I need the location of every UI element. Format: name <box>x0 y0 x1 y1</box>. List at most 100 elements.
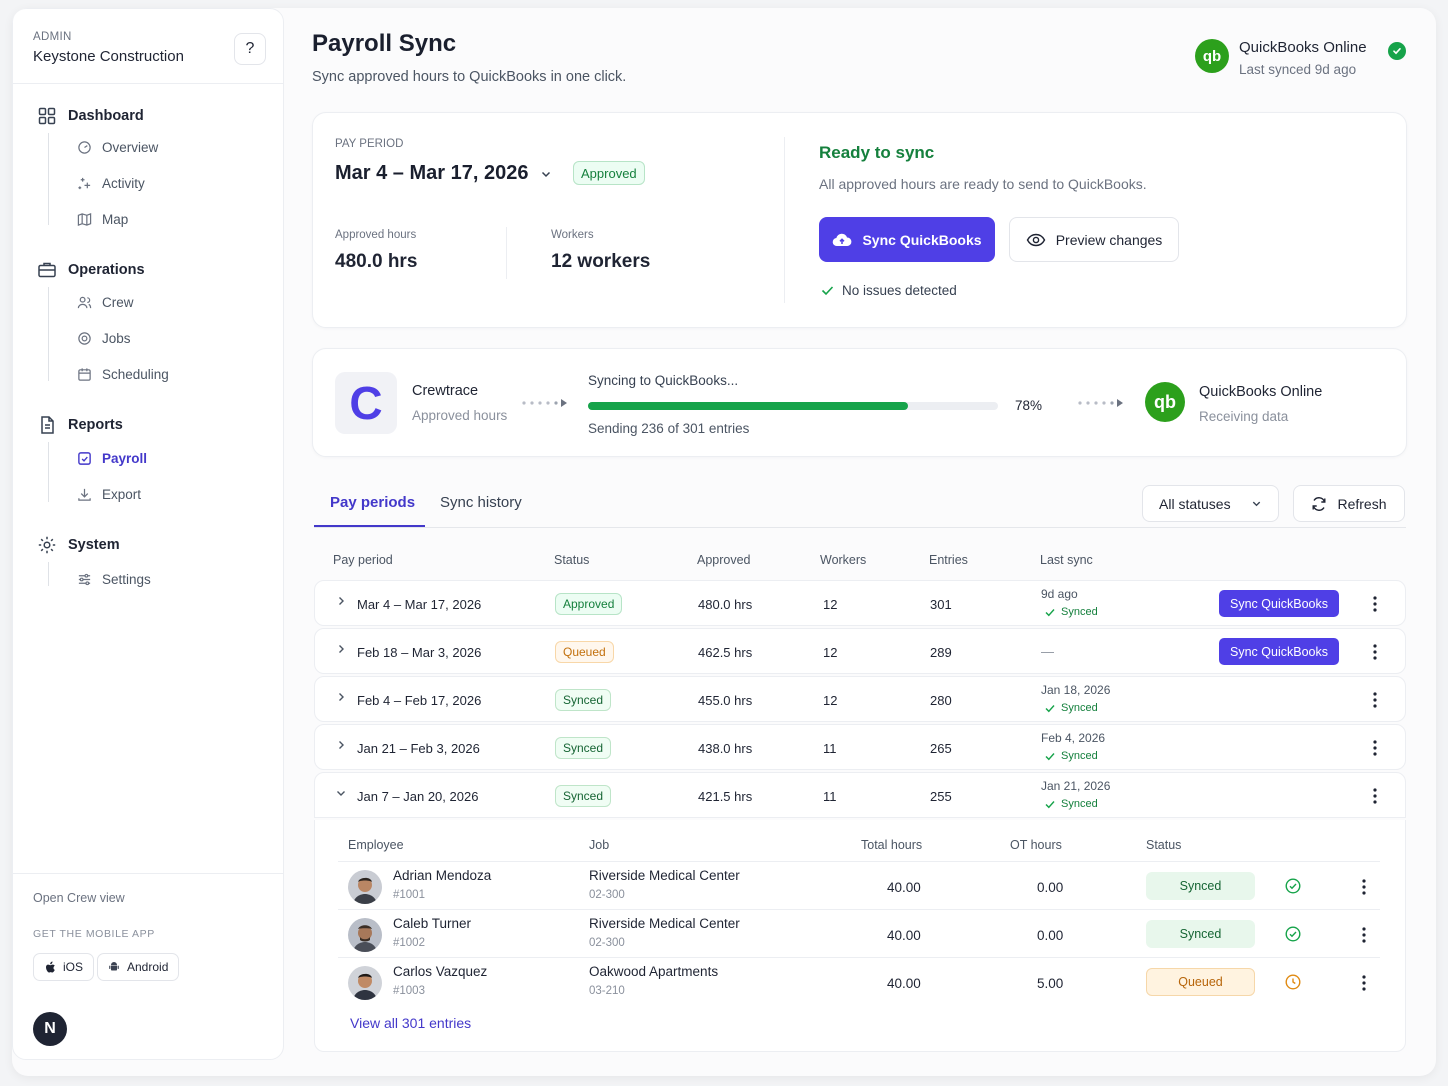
ios-app-button[interactable]: iOS <box>33 953 95 981</box>
org-switcher[interactable]: ADMIN Keystone Construction <box>33 31 184 65</box>
chevron-right-icon[interactable] <box>335 595 347 607</box>
table-row[interactable]: Feb 18 – Mar 3, 2026 Queued 462.5 hrs 12… <box>314 628 1406 674</box>
refresh-icon <box>1312 496 1326 511</box>
flow-arrow-icon <box>1078 399 1123 407</box>
pay-period-card: PAY PERIOD Mar 4 – Mar 17, 2026 Approved… <box>312 112 1407 328</box>
android-icon <box>109 962 119 971</box>
entry-row[interactable]: Carlos Vazquez #1003 Oakwood Apartments … <box>338 957 1380 1005</box>
sidebar-item-export[interactable]: Export <box>77 487 141 502</box>
source-description: Approved hours <box>412 408 508 423</box>
row-entries: 265 <box>930 741 952 756</box>
mobile-app-heading: GET THE MOBILE APP <box>33 928 155 940</box>
entry-row[interactable]: Caleb Turner #1002 Riverside Medical Cen… <box>338 909 1380 957</box>
col-header-entries: Entries <box>929 553 968 567</box>
user-avatar[interactable]: N <box>33 1012 67 1046</box>
more-options-icon[interactable] <box>1362 879 1366 895</box>
entry-row[interactable]: Adrian Mendoza #1001 Riverside Medical C… <box>338 861 1380 909</box>
users-icon <box>77 296 92 309</box>
more-options-icon[interactable] <box>1362 975 1366 991</box>
row-entries: 255 <box>930 789 952 804</box>
row-workers: 12 <box>823 597 838 612</box>
sidebar-item-scheduling[interactable]: Scheduling <box>77 367 169 382</box>
open-crew-view-link[interactable]: Open Crew view <box>33 891 125 905</box>
view-all-entries-link[interactable]: View all 301 entries <box>350 1015 472 1031</box>
pay-period-select[interactable]: Mar 4 – Mar 17, 2026 <box>335 162 552 185</box>
tab-sync-history[interactable]: Sync history <box>440 494 522 511</box>
job-name: Riverside Medical Center <box>589 916 740 931</box>
job-code: 02-300 <box>589 937 625 949</box>
col-header-ot-hours: OT hours <box>1010 838 1062 852</box>
row-period: Jan 7 – Jan 20, 2026 <box>357 789 479 804</box>
total-hours: 40.00 <box>887 928 921 943</box>
tab-pay-periods[interactable]: Pay periods <box>330 494 416 511</box>
divider <box>784 137 785 303</box>
col-header-job: Job <box>589 838 610 852</box>
sidebar-item-overview[interactable]: Overview <box>77 140 158 155</box>
gauge-icon <box>78 141 91 154</box>
employee-id: #1002 <box>393 937 425 949</box>
chevron-right-icon[interactable] <box>335 739 347 751</box>
tree-line <box>48 562 49 586</box>
more-options-icon[interactable] <box>1373 788 1377 804</box>
sidebar-item-crew[interactable]: Crew <box>77 295 134 310</box>
android-app-button[interactable]: Android <box>97 953 180 981</box>
chevron-right-icon[interactable] <box>335 643 347 655</box>
row-sync-quickbooks-button[interactable]: Sync QuickBooks <box>1219 590 1339 617</box>
sidebar-section-dashboard[interactable]: Dashboard <box>37 106 144 126</box>
preview-changes-button[interactable]: Preview changes <box>1009 217 1179 262</box>
chevron-right-icon[interactable] <box>335 691 347 703</box>
more-options-icon[interactable] <box>1373 644 1377 660</box>
more-options-icon[interactable] <box>1362 927 1366 943</box>
more-options-icon[interactable] <box>1373 740 1377 756</box>
progress-fill <box>588 402 908 410</box>
map-icon <box>77 212 92 227</box>
sync-quickbooks-button[interactable]: Sync QuickBooks <box>819 217 995 262</box>
issues-status: No issues detected <box>821 283 957 298</box>
more-options-icon[interactable] <box>1373 596 1377 612</box>
calendar-icon <box>78 368 91 381</box>
sidebar-item-label: Activity <box>102 176 145 191</box>
chevron-down-icon[interactable] <box>335 787 347 799</box>
sidebar-section-label: Operations <box>68 262 145 278</box>
row-workers: 12 <box>823 693 838 708</box>
refresh-button[interactable]: Refresh <box>1293 485 1405 522</box>
check-icon <box>1045 752 1055 760</box>
table-row[interactable]: Jan 21 – Feb 3, 2026 Synced 438.0 hrs 11… <box>314 724 1406 770</box>
page-title: Payroll Sync <box>312 30 457 57</box>
quickbooks-logo-icon: qb <box>1195 39 1229 73</box>
job-code: 03-210 <box>589 985 625 997</box>
row-status-badge: Synced <box>555 785 612 807</box>
more-options-icon[interactable] <box>1373 692 1377 708</box>
row-last-sync: 9d ago <box>1041 587 1078 601</box>
status-badge: Approved <box>573 161 645 185</box>
sidebar-item-settings[interactable]: Settings <box>77 572 151 587</box>
row-entries: 289 <box>930 645 952 660</box>
check-icon <box>1045 704 1055 712</box>
sidebar-item-label: Overview <box>102 140 159 155</box>
status-filter-select[interactable]: All statuses <box>1142 485 1279 522</box>
sidebar-section-operations[interactable]: Operations <box>37 260 145 280</box>
user-role: ADMIN <box>33 31 72 43</box>
sidebar-item-payroll[interactable]: Payroll <box>77 451 147 466</box>
job-code: 02-300 <box>589 889 625 901</box>
sidebar-item-activity[interactable]: Activity <box>77 176 145 191</box>
approved-hours-label: Approved hours <box>335 229 417 241</box>
table-row[interactable]: Mar 4 – Mar 17, 2026 Approved 480.0 hrs … <box>314 580 1406 626</box>
org-name: Keystone Construction <box>33 48 184 65</box>
sidebar-section-system[interactable]: System <box>37 535 120 555</box>
avatar <box>348 870 382 904</box>
ot-hours: 5.00 <box>1037 976 1064 991</box>
table-row-expanded[interactable]: Jan 7 – Jan 20, 2026 Synced 421.5 hrs 11… <box>314 772 1406 818</box>
check-icon <box>1045 608 1055 616</box>
table-row[interactable]: Feb 4 – Feb 17, 2026 Synced 455.0 hrs 12… <box>314 676 1406 722</box>
sidebar-section-reports[interactable]: Reports <box>37 415 123 435</box>
sidebar-item-map[interactable]: Map <box>77 212 128 227</box>
sidebar-item-jobs[interactable]: Jobs <box>77 331 131 346</box>
tree-line <box>48 287 49 381</box>
employee-id: #1003 <box>393 985 425 997</box>
help-button[interactable]: ? <box>234 33 266 65</box>
row-sync-quickbooks-button[interactable]: Sync QuickBooks <box>1219 638 1339 665</box>
app-window: ADMIN Keystone Construction ? Dashboard … <box>12 8 1436 1076</box>
job-name: Oakwood Apartments <box>589 964 719 979</box>
integration-status: qb QuickBooks Online Last synced 9d ago <box>1195 39 1367 77</box>
